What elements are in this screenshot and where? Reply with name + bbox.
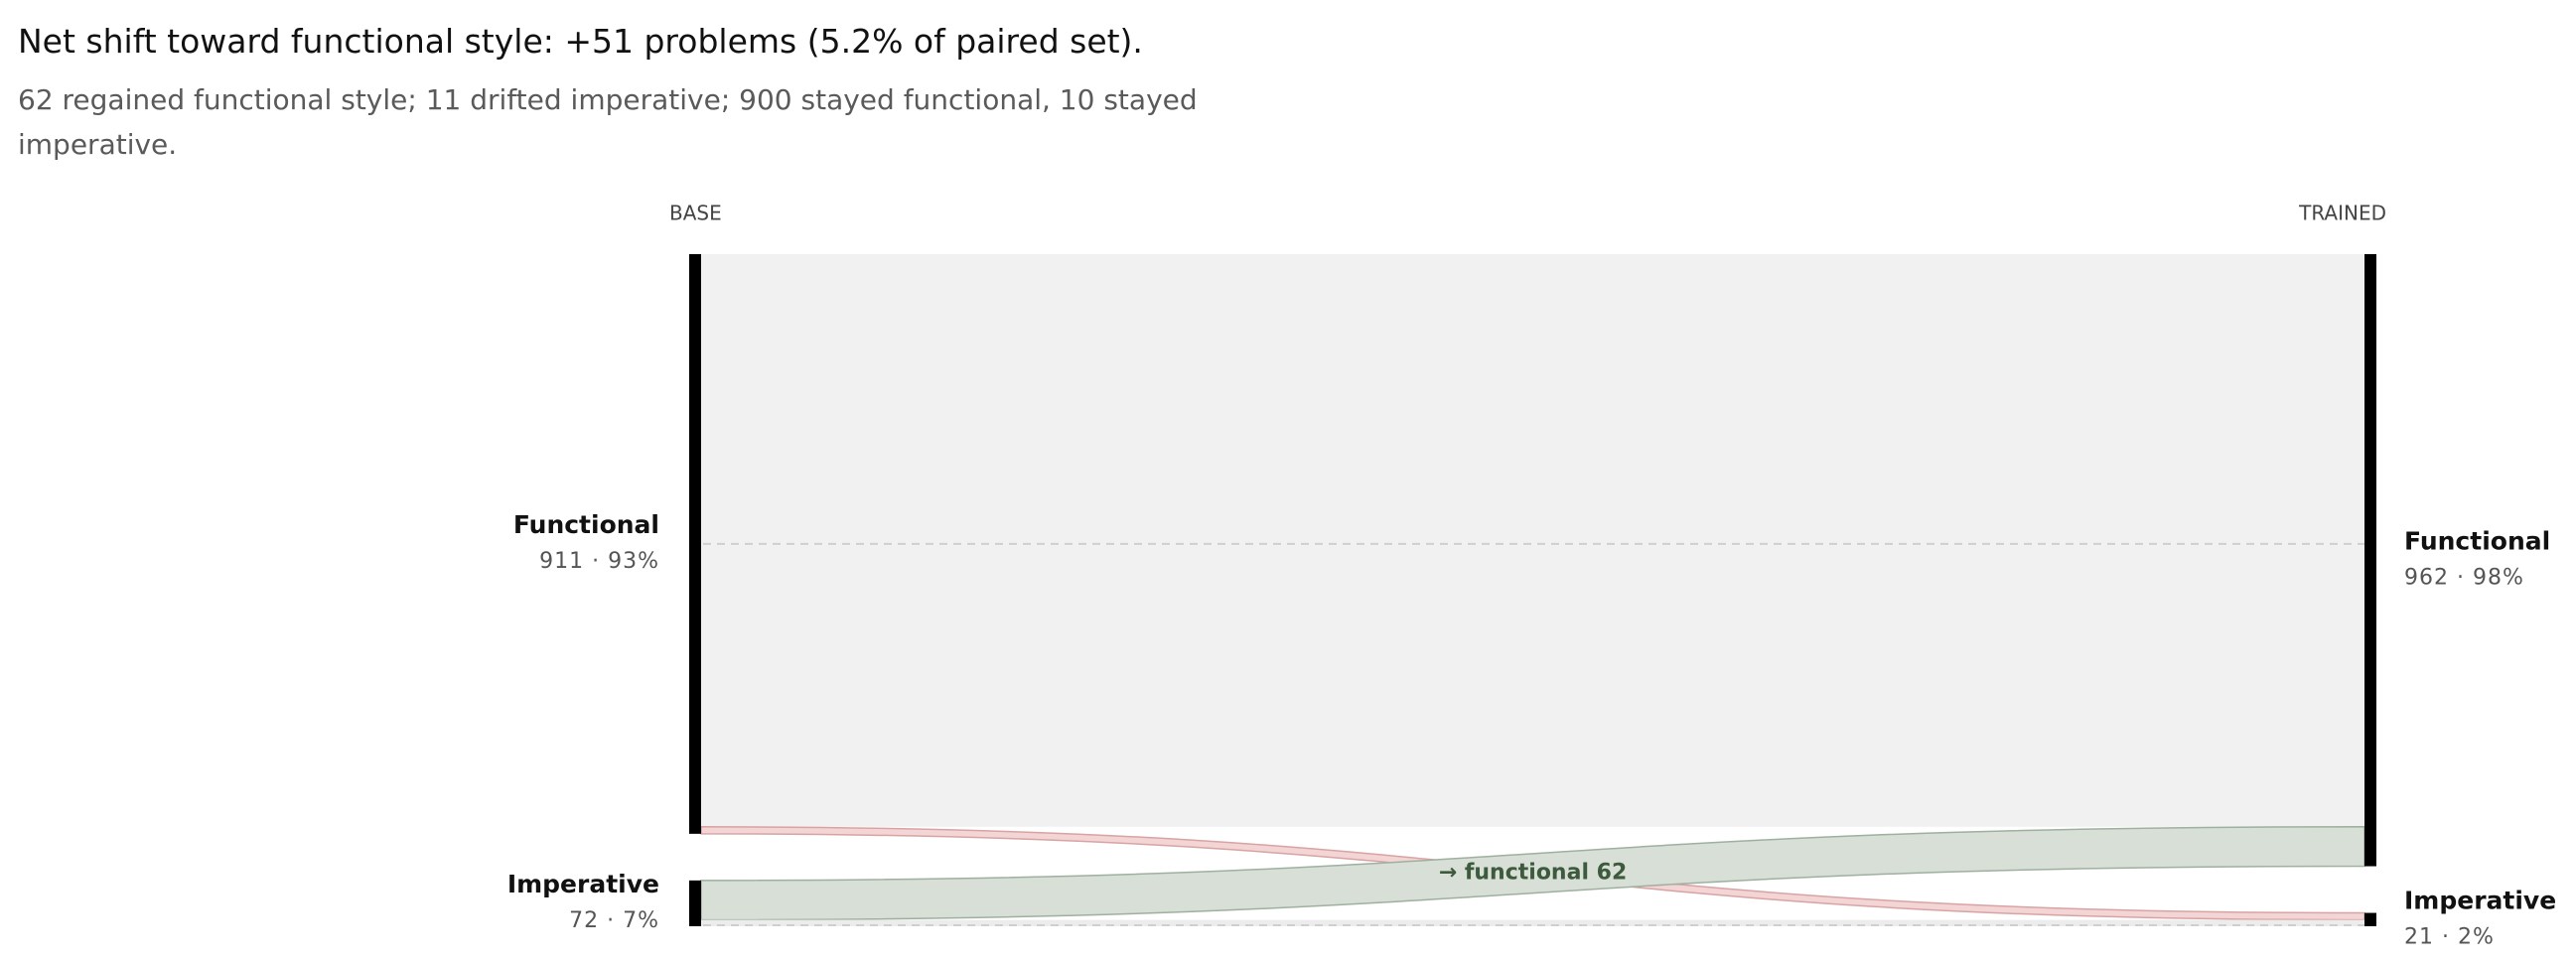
chart-title: Net shift toward functional style: +51 p… (18, 22, 1143, 61)
node-bar (689, 880, 701, 926)
node-bar (2364, 912, 2376, 926)
flow-label: → functional 62 (1439, 861, 1628, 886)
column-label: TRAINED (2298, 202, 2386, 225)
node-name: Imperative (2404, 886, 2556, 914)
node-name: Functional (513, 510, 659, 539)
node-value-label: 962 · 98% (2404, 565, 2524, 590)
column-label: BASE (669, 202, 722, 225)
flows (700, 254, 2365, 926)
chart-subtitle: 62 regained functional style; 11 drifted… (18, 83, 1198, 161)
node-name: Imperative (507, 870, 659, 898)
node-value-label: 72 · 7% (569, 908, 659, 933)
node-value-label: 911 · 93% (539, 549, 659, 574)
node-name: Functional (2404, 526, 2550, 555)
node-value-label: 21 · 2% (2404, 924, 2495, 949)
node-bar (2364, 254, 2376, 867)
flow (701, 254, 2364, 827)
flow (701, 919, 2364, 926)
node-bar (689, 254, 701, 834)
